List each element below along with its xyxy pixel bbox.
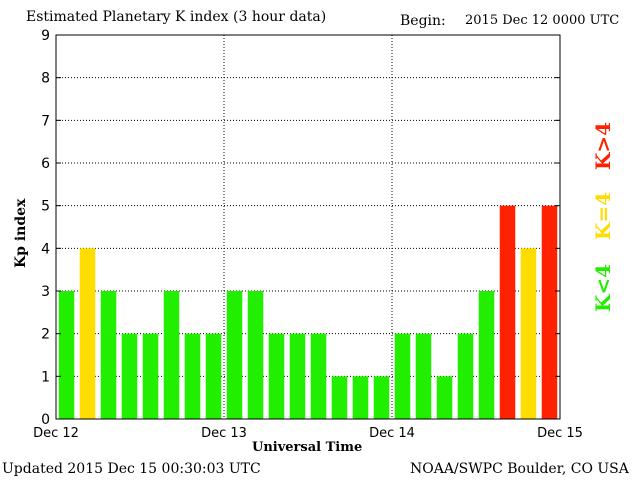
ytick-label: 0 xyxy=(41,412,50,428)
kp-bar xyxy=(247,291,264,419)
begin-label: Begin: xyxy=(400,13,446,29)
kp-bar xyxy=(520,248,537,419)
kp-bar xyxy=(310,333,327,419)
kp-bar xyxy=(415,333,432,419)
kp-bar xyxy=(205,333,222,419)
x-axis-label: Universal Time xyxy=(252,440,363,455)
footer-source: NOAA/SWPC Boulder, CO USA xyxy=(410,461,629,477)
ytick-label: 6 xyxy=(41,156,50,172)
kp-bar xyxy=(121,333,138,419)
ytick-label: 1 xyxy=(41,369,50,385)
kp-bar xyxy=(373,376,390,419)
kp-bar xyxy=(478,291,495,419)
kp-bar xyxy=(457,333,474,419)
xtick-label: Dec 12 xyxy=(33,426,79,441)
ytick-label: 8 xyxy=(41,71,50,87)
kp-bar xyxy=(142,333,159,419)
ytick-label: 4 xyxy=(41,241,50,257)
plot-frame xyxy=(55,34,561,420)
kp-bar xyxy=(331,376,348,419)
grid-layer xyxy=(56,35,560,419)
ytick-label: 9 xyxy=(41,28,50,44)
kp-bar xyxy=(163,291,180,419)
ytick-label: 3 xyxy=(41,284,50,300)
kp-bar xyxy=(436,376,453,419)
begin-value: 2015 Dec 12 0000 UTC xyxy=(465,13,620,28)
legend-low: K<4 xyxy=(591,263,615,312)
kp-bar xyxy=(184,333,201,419)
kp-bar xyxy=(100,291,117,419)
bars-layer xyxy=(58,205,558,419)
xtick-label: Dec 13 xyxy=(201,426,247,441)
kp-bar xyxy=(289,333,306,419)
kp-bar xyxy=(541,205,558,419)
kp-bar xyxy=(79,248,96,419)
kp-bar xyxy=(499,205,516,419)
xtick-label: Dec 15 xyxy=(537,426,583,441)
kp-bar xyxy=(268,333,285,419)
legend-equal: K=4 xyxy=(591,191,615,240)
kp-bar xyxy=(58,291,75,419)
kp-bar xyxy=(352,376,369,419)
ytick-label: 2 xyxy=(41,327,50,343)
chart-title: Estimated Planetary K index (3 hour data… xyxy=(26,9,327,25)
footer-updated: Updated 2015 Dec 15 00:30:03 UTC xyxy=(2,461,261,477)
xtick-label: Dec 14 xyxy=(369,426,415,441)
kp-bar xyxy=(394,333,411,419)
ytick-label: 5 xyxy=(41,199,50,215)
y-axis-label: Kp index xyxy=(13,198,29,268)
kp-bar xyxy=(226,291,243,419)
legend-high: K>4 xyxy=(591,121,615,170)
ytick-label: 7 xyxy=(41,113,50,129)
ticks-layer: 0 1 2 3 4 5 6 7 8 9 Dec 12 Dec 13 Dec 14 Dec 15 xyxy=(33,28,583,441)
